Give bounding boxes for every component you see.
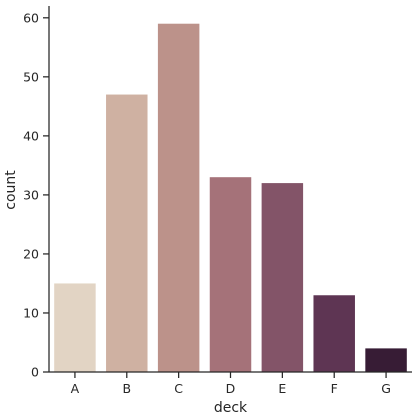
x-axis-ticks: A B C D E F G (71, 372, 391, 396)
x-tick-label-F: F (331, 381, 338, 396)
bar-D (209, 177, 252, 372)
y-tick-label-60: 60 (23, 10, 39, 25)
y-tick-label-30: 30 (23, 187, 39, 202)
x-tick-label-G: G (381, 381, 391, 396)
y-tick-label-0: 0 (31, 365, 39, 380)
x-axis-label: deck (214, 400, 248, 415)
bars-group (54, 23, 407, 372)
y-tick-label-40: 40 (23, 128, 39, 143)
bar-G (365, 348, 407, 372)
y-axis-label: count (3, 170, 19, 210)
bar-F (313, 295, 355, 372)
bar-A (54, 283, 96, 372)
x-tick-label-A: A (71, 381, 80, 396)
x-tick-label-C: C (174, 381, 183, 396)
x-tick-label-D: D (226, 381, 236, 396)
y-tick-label-20: 20 (23, 246, 39, 261)
y-tick-label-50: 50 (23, 69, 39, 84)
bar-B (106, 94, 148, 372)
bar-C (157, 23, 200, 372)
x-tick-label-B: B (122, 381, 131, 396)
y-axis-ticks: 0 10 20 30 40 50 60 (23, 10, 49, 380)
bar-E (261, 183, 304, 372)
y-tick-label-10: 10 (23, 305, 39, 320)
x-tick-label-E: E (278, 381, 286, 396)
